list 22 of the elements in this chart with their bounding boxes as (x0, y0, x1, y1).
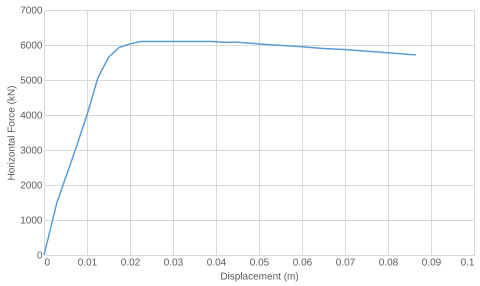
x-tick-label: 0.06 (292, 258, 313, 268)
x-tick-label: 0.02 (120, 258, 141, 268)
x-tick-label: 0.01 (78, 258, 98, 268)
x-tick-label: 0.08 (378, 258, 399, 268)
y-axis-title: Horizontal Force (kN) (6, 85, 18, 181)
y-tick-label: 1000 (20, 216, 43, 226)
x-tick-label: 0.09 (422, 258, 442, 268)
x-tick-label: 0.03 (164, 258, 184, 268)
y-tick-label: 4000 (20, 110, 43, 122)
x-axis-title: Displacement (m) (220, 272, 299, 282)
x-tick-label: 0.1 (460, 258, 475, 268)
x-tick-label: 0.05 (250, 258, 270, 268)
y-tick-label: 0 (36, 250, 43, 262)
y-tick-label: 6000 (20, 40, 43, 52)
y-tick-label: 3000 (20, 146, 43, 156)
x-tick-label: 0.07 (336, 258, 356, 268)
x-tick-label: 0.04 (206, 258, 227, 268)
line-series (43, 40, 417, 256)
y-tick-label: 2000 (20, 180, 43, 192)
y-tick-label: 7000 (20, 6, 43, 16)
y-tick-label: 5000 (20, 76, 43, 86)
x-tick-label: 0 (44, 258, 50, 268)
